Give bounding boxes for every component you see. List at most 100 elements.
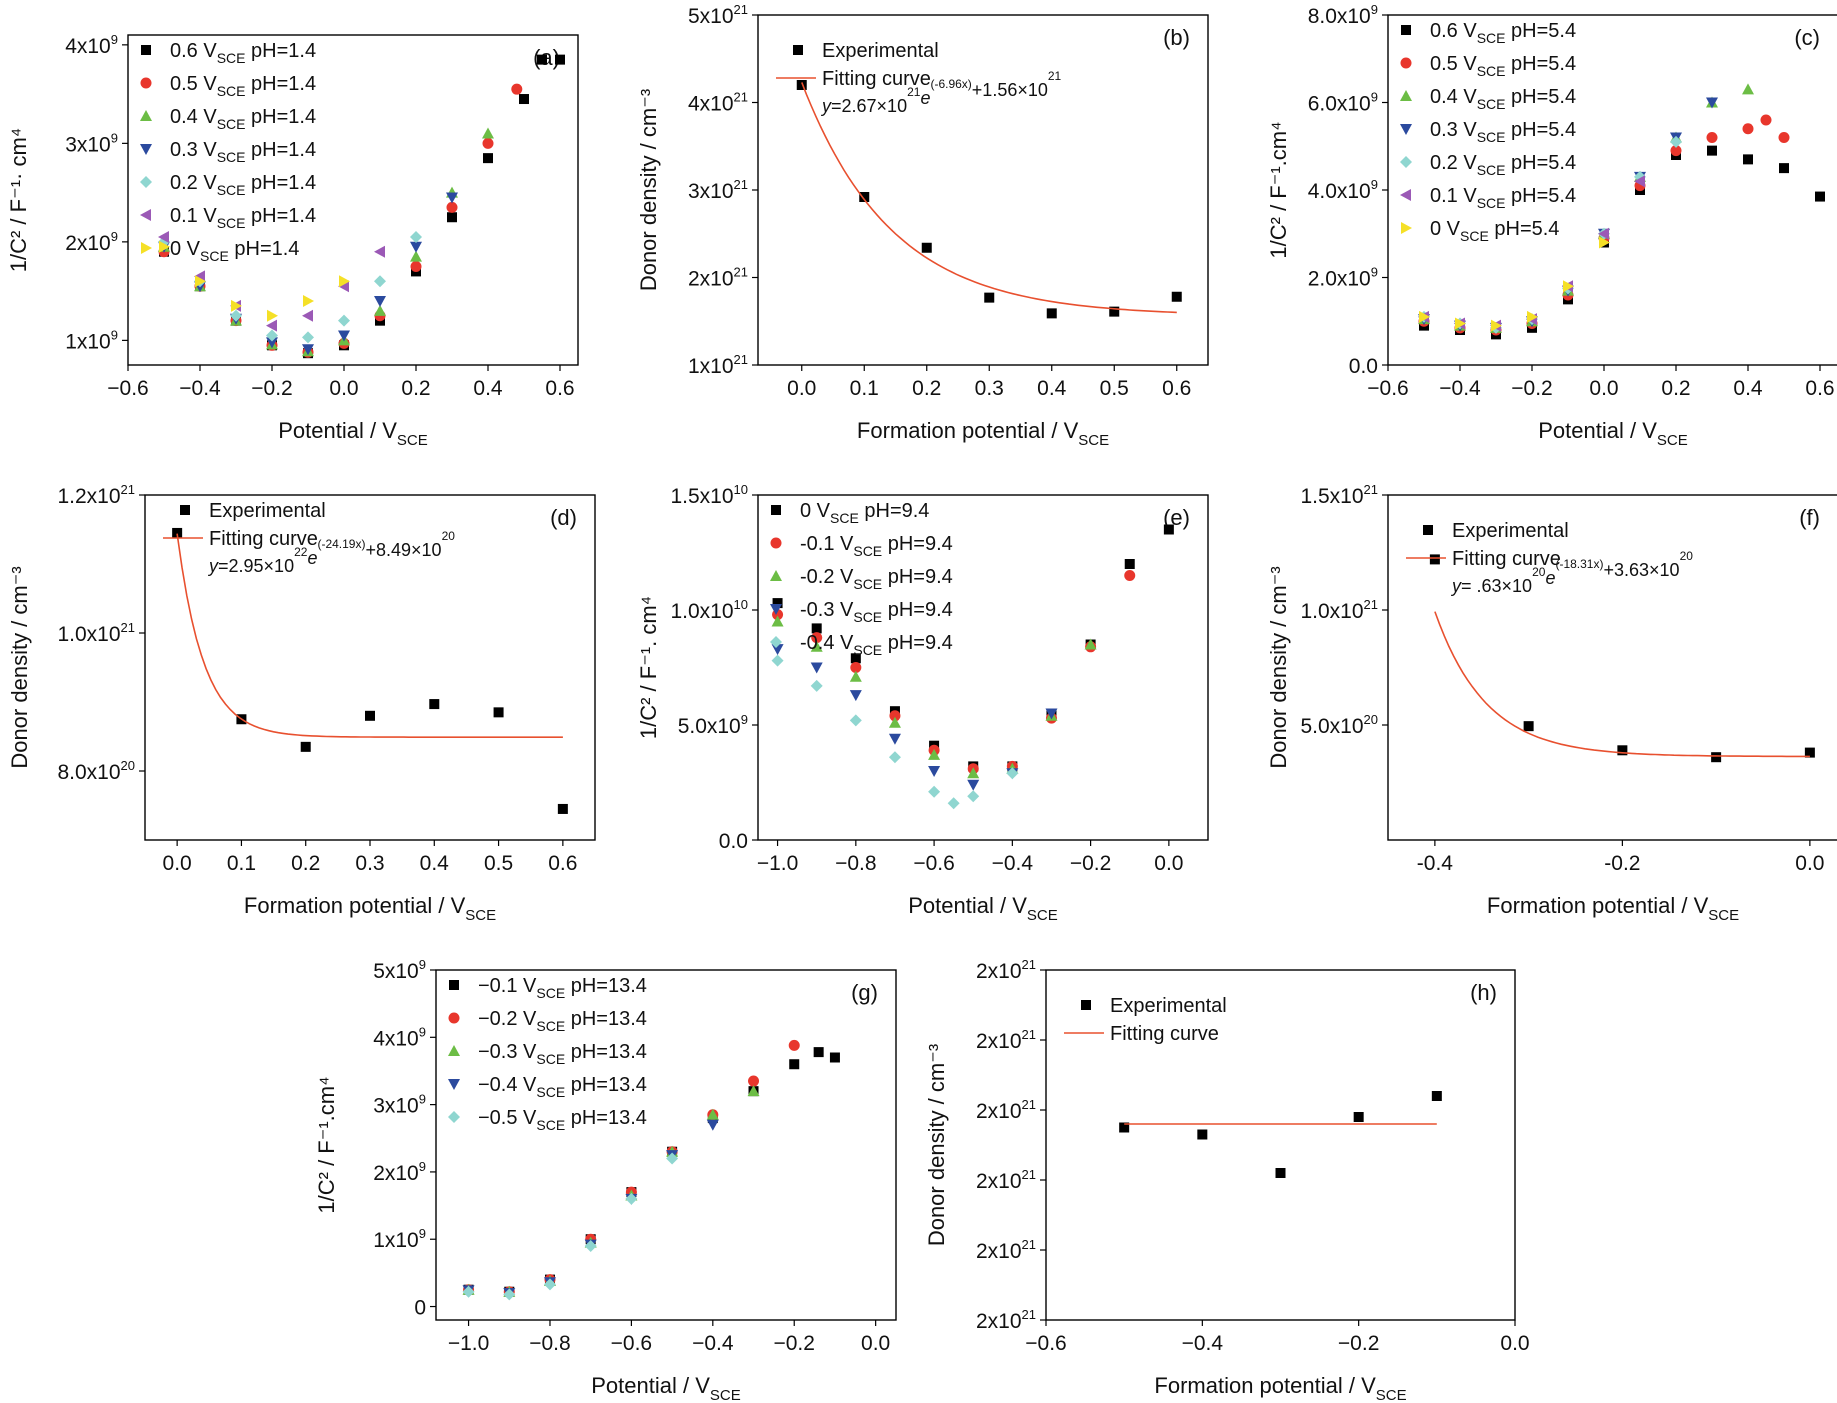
y-axis-label: 1/C² / F⁻¹. cm⁴ [636, 596, 661, 739]
data-point [1563, 280, 1574, 293]
data-point [338, 314, 350, 327]
x-tick-label: 0.4 [473, 377, 503, 400]
chart-panel-a: −0.6 −0.4 −0.2 0.0 0.2 0.4 0.6 1x109 2x109 3x109 4… [6, 32, 579, 449]
data-point [1163, 524, 1174, 535]
data-point [1119, 1122, 1130, 1133]
legend-label: 0.4 VSCE pH=1.4 [170, 106, 316, 132]
x-axis-label: Formation potential / VSCE [244, 893, 496, 924]
legend-label: -0.1 VSCE pH=9.4 [800, 533, 953, 559]
data-point [557, 803, 568, 814]
data-point [928, 766, 941, 777]
y-axis-label: 1/C² / F⁻¹· cm⁴ [6, 128, 31, 273]
x-tick-label: −0.2 [251, 377, 292, 400]
data-point [1006, 767, 1019, 780]
legend-label: Fitting curve [209, 528, 318, 550]
legend-marker [448, 1012, 460, 1024]
x-tick-label: -0.2 [1604, 852, 1640, 875]
fit-equation: y= .63×1020e(-18.31x)+3.63×1020 [1450, 549, 1693, 596]
data-point [446, 192, 458, 204]
x-axis-label: Formation potential / VSCE [1154, 1373, 1406, 1403]
y-axis-label: Donor density / cm⁻³ [1266, 566, 1291, 768]
x-tick-label: −0.2 [1511, 377, 1552, 400]
legend-label: 0 VSCE pH=5.4 [1430, 218, 1559, 244]
legend-marker [180, 505, 190, 515]
y-tick-label: 4.0x109 [1308, 177, 1378, 203]
data-point [462, 1285, 475, 1298]
data-point [410, 230, 422, 243]
series-−0.5-V [462, 1152, 679, 1301]
data-point [888, 733, 901, 745]
x-tick-label: 0.1 [850, 377, 879, 400]
data-point [829, 1052, 840, 1063]
y-tick-label: 2x1021 [976, 1307, 1036, 1333]
data-point [1617, 745, 1628, 756]
data-point [967, 779, 980, 791]
data-point [511, 83, 523, 95]
data-point [1742, 123, 1754, 135]
data-point [748, 1075, 760, 1087]
x-tick-label: -0.4 [1417, 852, 1454, 875]
data-point [519, 94, 529, 105]
legend-marker [1400, 189, 1411, 201]
x-axis-label: Potential / VSCE [278, 418, 427, 449]
legend-label: −0.5 VSCE pH=13.4 [478, 1107, 647, 1133]
data-point [1599, 236, 1610, 249]
legend-marker [1401, 222, 1412, 234]
legend: 0.6 VSCE pH=1.4 0.5 VSCE pH=1.4 0.4 VSCE p… [140, 40, 316, 264]
legend: Experimental Fitting curve [1064, 995, 1227, 1045]
x-tick-label: 0.1 [227, 852, 256, 875]
data-point [446, 201, 458, 213]
fit-curve [176, 533, 563, 739]
x-tick-label: −0.4 [692, 1332, 734, 1355]
x-axis-label: Formation potential / VSCE [857, 418, 1109, 449]
data-point [300, 741, 311, 752]
legend-marker [140, 209, 151, 221]
data-point [429, 699, 440, 710]
data-point [303, 294, 314, 307]
legend-label: 0 VSCE pH=1.4 [170, 238, 299, 264]
x-axis-label: Potential / VSCE [908, 893, 1057, 924]
legend-marker [448, 1111, 460, 1123]
data-point [810, 662, 823, 674]
data-point [482, 127, 494, 139]
y-tick-label: 3x109 [373, 1092, 426, 1118]
series-Fitting-curve [1434, 611, 1810, 758]
data-point [231, 299, 242, 312]
x-tick-label: −0.8 [835, 852, 876, 875]
data-point [1527, 310, 1538, 323]
y-tick-label: 4x1021 [688, 90, 748, 116]
legend: Experimental Fitting curve [1406, 520, 1569, 570]
legend: Experimental Fitting curve [776, 40, 939, 90]
data-point [338, 330, 350, 342]
legend-label: 0.6 VSCE pH=1.4 [170, 40, 316, 66]
data-point [1706, 132, 1718, 143]
x-tick-label: 0.0 [329, 377, 358, 400]
x-tick-label: 0.2 [401, 377, 430, 400]
x-tick-label: 0.5 [484, 852, 513, 875]
legend: 0.6 VSCE pH=5.4 0.5 VSCE pH=5.4 0.4 VSCE p… [1400, 20, 1576, 244]
legend-label: −0.2 VSCE pH=13.4 [478, 1008, 647, 1034]
data-point [928, 748, 941, 760]
legend-marker [770, 537, 782, 549]
data-point [230, 309, 242, 322]
y-tick-label: 1x109 [373, 1226, 426, 1252]
y-tick-label: 1.0x1010 [670, 597, 748, 623]
x-tick-label: 0.0 [1589, 377, 1618, 400]
x-tick-label: 0.2 [291, 852, 320, 875]
chart-panel-f: -0.4 -0.2 0.0 5.0x1020 1.0x1021 1.5x1021 Forma… [1266, 482, 1837, 924]
x-tick-label: 0.6 [1162, 377, 1191, 400]
panel-label: (h) [1470, 980, 1497, 1005]
data-point [266, 337, 278, 349]
x-tick-label: 0.2 [1661, 377, 1690, 400]
legend-marker [141, 242, 152, 254]
y-tick-label: 5x1021 [688, 2, 748, 28]
y-tick-label: 1x1021 [688, 352, 748, 378]
data-point [1523, 721, 1534, 732]
plot-frame [1045, 969, 1516, 1321]
series-0.6-V [159, 54, 565, 359]
legend-marker [1400, 124, 1412, 135]
data-point [172, 527, 183, 538]
legend-label: 0.3 VSCE pH=5.4 [1430, 119, 1576, 145]
data-point [1711, 752, 1722, 763]
x-tick-label: −0.2 [773, 1332, 814, 1355]
